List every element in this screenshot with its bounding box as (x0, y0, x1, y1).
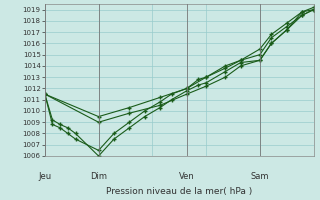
Text: Sam: Sam (251, 172, 269, 181)
Text: Jeu: Jeu (38, 172, 52, 181)
Text: Dim: Dim (90, 172, 107, 181)
Text: Pression niveau de la mer( hPa ): Pression niveau de la mer( hPa ) (106, 187, 252, 196)
Text: Ven: Ven (179, 172, 195, 181)
